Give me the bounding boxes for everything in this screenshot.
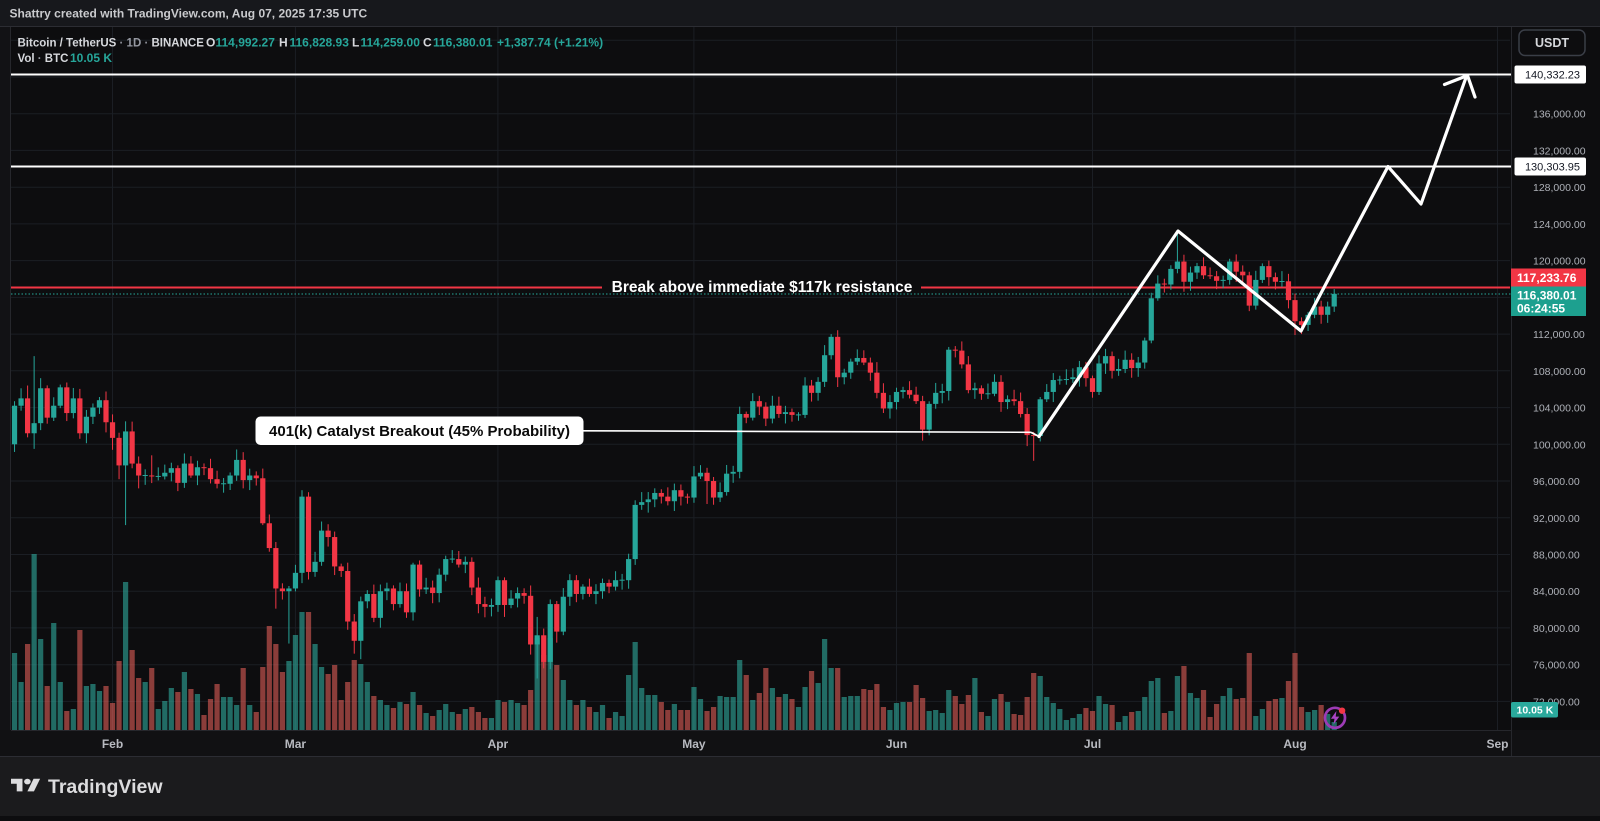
svg-text:Shattry created with TradingVi: Shattry created with TradingView.com, Au… bbox=[10, 7, 368, 21]
svg-text:120,000.00: 120,000.00 bbox=[1533, 256, 1586, 268]
svg-text:88,000.00: 88,000.00 bbox=[1533, 550, 1580, 562]
svg-text:92,000.00: 92,000.00 bbox=[1533, 513, 1580, 525]
svg-text:Vol · BTC: Vol · BTC bbox=[18, 53, 69, 65]
svg-text:10.05 K: 10.05 K bbox=[70, 51, 112, 65]
svg-text:L: L bbox=[352, 36, 359, 50]
svg-text:Jul: Jul bbox=[1084, 737, 1101, 751]
svg-text:Mar: Mar bbox=[285, 737, 307, 751]
svg-text:140,332.23: 140,332.23 bbox=[1525, 70, 1580, 82]
svg-text:O: O bbox=[206, 36, 215, 50]
svg-text:114,259.00: 114,259.00 bbox=[361, 36, 421, 50]
svg-text:76,000.00: 76,000.00 bbox=[1533, 660, 1580, 672]
svg-text:+1,387.74 (+1.21%): +1,387.74 (+1.21%) bbox=[497, 36, 603, 50]
svg-text:TradingView: TradingView bbox=[48, 776, 163, 798]
svg-text:116,380.01: 116,380.01 bbox=[433, 36, 493, 50]
svg-text:114,992.27: 114,992.27 bbox=[216, 36, 276, 50]
svg-text:May: May bbox=[682, 737, 706, 751]
svg-text:117,233.76: 117,233.76 bbox=[1517, 271, 1577, 285]
svg-text:116,380.01: 116,380.01 bbox=[1517, 289, 1577, 303]
svg-text:C: C bbox=[423, 36, 432, 50]
svg-text:96,000.00: 96,000.00 bbox=[1533, 476, 1580, 488]
svg-text:104,000.00: 104,000.00 bbox=[1533, 403, 1586, 415]
svg-text:Feb: Feb bbox=[102, 737, 123, 751]
svg-text:USDT: USDT bbox=[1535, 36, 1569, 50]
svg-text:Sep: Sep bbox=[1486, 737, 1508, 751]
svg-text:Aug: Aug bbox=[1283, 737, 1306, 751]
svg-text:10.05 K: 10.05 K bbox=[1517, 705, 1554, 717]
svg-text:401(k) Catalyst Breakout (45%: 401(k) Catalyst Breakout (45% Probabilit… bbox=[269, 423, 570, 440]
svg-text:112,000.00: 112,000.00 bbox=[1533, 329, 1585, 341]
svg-text:100,000.00: 100,000.00 bbox=[1533, 439, 1586, 451]
svg-text:Bitcoin / TetherUS · 1D · BINA: Bitcoin / TetherUS · 1D · BINANCE bbox=[18, 38, 205, 50]
svg-text:06:24:55: 06:24:55 bbox=[1517, 302, 1565, 316]
svg-text:130,303.95: 130,303.95 bbox=[1525, 162, 1580, 174]
svg-text:80,000.00: 80,000.00 bbox=[1533, 623, 1580, 635]
svg-text:116,828.93: 116,828.93 bbox=[290, 36, 350, 50]
svg-text:H: H bbox=[279, 36, 288, 50]
svg-text:108,000.00: 108,000.00 bbox=[1533, 366, 1586, 378]
svg-text:132,000.00: 132,000.00 bbox=[1533, 145, 1586, 157]
svg-text:Break above immediate $117k re: Break above immediate $117k resistance bbox=[612, 279, 913, 296]
svg-text:84,000.00: 84,000.00 bbox=[1533, 586, 1580, 598]
svg-text:136,000.00: 136,000.00 bbox=[1533, 109, 1586, 121]
svg-text:Apr: Apr bbox=[488, 737, 509, 751]
svg-text:124,000.00: 124,000.00 bbox=[1533, 219, 1586, 231]
svg-text:128,000.00: 128,000.00 bbox=[1533, 182, 1586, 194]
svg-text:Jun: Jun bbox=[886, 737, 907, 751]
